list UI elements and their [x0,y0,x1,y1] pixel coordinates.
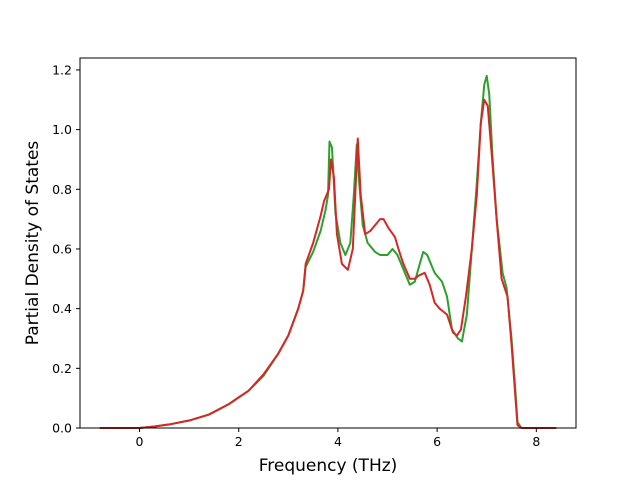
y-tick-label: 0.8 [52,182,72,197]
y-tick-label: 0.4 [52,301,72,316]
y-tick-label: 0.0 [52,421,72,436]
y-tick-label: 0.6 [52,241,72,256]
y-tick-label: 1.0 [52,122,72,137]
x-tick-label: 0 [136,434,144,449]
y-tick-label: 1.2 [52,62,72,77]
x-tick-label: 8 [532,434,540,449]
x-axis-label: Frequency (THz) [259,456,398,476]
x-tick-label: 6 [433,434,441,449]
y-tick-label: 0.2 [52,361,72,376]
plot-frame [79,57,577,429]
y-axis-label: Partial Density of States [23,141,43,346]
series-layer [99,74,557,429]
x-tick-label: 2 [235,434,243,449]
ticks-layer: 0 2 4 6 8 0.0 0.2 0.4 0.6 0.8 1.0 1.2 [52,62,540,449]
x-tick-label: 4 [334,434,342,449]
series-line-2 [99,98,557,429]
